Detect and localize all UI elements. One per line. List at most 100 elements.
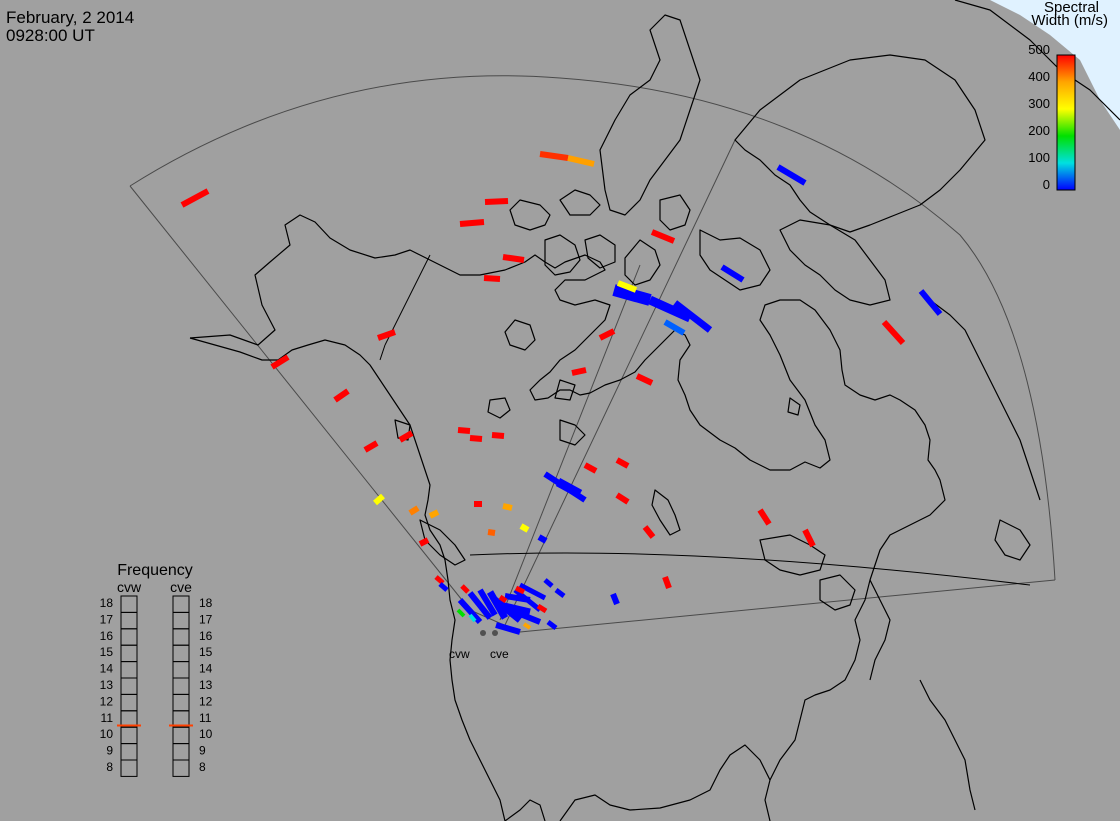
frequency-level-box [172,759,190,777]
frequency-level-label: 14 [199,662,213,676]
echo [554,588,566,598]
frequency-level-box [120,595,138,613]
echo [918,289,943,316]
echo [377,329,396,341]
frequency-level-label: 11 [199,711,212,725]
echo [477,588,498,617]
echo [467,591,493,620]
echo [469,435,483,442]
echo [519,523,530,533]
echo [459,219,485,227]
boundaries [379,254,431,361]
colorbar-tick-label: 0 [1043,177,1050,192]
frequency-level-box [120,611,138,630]
frequency-level-box [120,693,138,712]
frequency-level-label: 15 [100,645,114,659]
frequency-title: Frequency [117,562,193,579]
colorbar-gradient [1056,54,1076,191]
echo [598,328,616,341]
echo [642,525,656,539]
echo [536,603,548,614]
radar-site-cve-label: cve [490,647,509,661]
echo [487,529,496,536]
echo [672,300,713,333]
frequency-level-box [172,644,190,663]
colorbar-tick-label: 100 [1028,150,1050,165]
echo [571,367,587,376]
colorbar-tick-label: 200 [1028,123,1050,138]
radar-site-cve-marker [492,630,498,636]
echo [757,508,772,526]
echo [583,462,598,474]
echo [483,275,501,282]
echo [460,584,470,594]
frequency-level-label: 17 [199,612,213,626]
echo [502,503,513,511]
arctic-ice-region [990,0,1120,130]
echo [398,430,414,443]
echo [180,188,210,208]
frequency-level-label: 10 [100,727,114,741]
echo [881,319,906,346]
echo [522,622,532,630]
frequency-level-label: 11 [101,711,114,725]
frequency-scale-boxes [120,595,190,777]
echo [615,492,630,505]
echo [518,582,547,601]
echo [408,505,420,516]
colorbar-title-line1: Spectral [1043,0,1099,16]
echo [484,198,509,205]
echo [498,594,508,604]
frequency-level-box [172,595,190,613]
echo [539,151,569,161]
frequency-level-label: 18 [100,596,114,610]
frequency-level-label: 17 [100,612,114,626]
frequency-level-box [172,611,190,630]
backscatter-echoes [180,151,943,635]
echo [720,264,745,283]
echo [457,597,483,625]
echo [615,457,630,469]
echo [662,575,672,590]
frequency-level-label: 16 [100,629,114,643]
echo [650,229,676,244]
echo [635,373,654,386]
frequency-level-box [120,743,138,761]
frequency-level-box [120,677,138,695]
colorbar-tick-label: 500 [1028,42,1050,57]
colorbar-tick-label: 400 [1028,69,1050,84]
frequency-level-label: 8 [199,760,206,774]
frequency-level-label: 18 [199,596,213,610]
echo [663,319,686,336]
frequency-radar-label-right: cve [170,579,192,595]
echo [543,578,554,588]
frequency-level-label: 15 [199,645,213,659]
frequency-level-box [120,759,138,777]
frequency-level-box [172,677,190,695]
echo [802,528,816,548]
frequency-level-box [172,661,190,679]
echo [648,295,692,323]
frequency-level-box [172,743,190,761]
frequency-panel: Frequency cvw cve 18 18 17 17 16 16 15 15 14 14 13… [100,562,213,777]
echo [610,592,620,606]
echo [468,613,477,623]
echo [418,537,430,547]
frequency-level-box [120,628,138,646]
echo [434,575,445,585]
echo [546,620,558,630]
date-label: February, 2 2014 [6,8,135,27]
frequency-level-label: 8 [106,760,113,774]
frequency-radar-label-left: cvw [117,579,142,595]
echo [495,622,521,635]
echo [457,427,471,434]
echo [514,585,526,595]
colorbar-legend: 500 400 300 200 100 0 [1028,42,1076,192]
echo [491,432,505,439]
echo [438,582,449,592]
echo [616,280,638,293]
echo [499,601,531,616]
echo [508,607,542,625]
